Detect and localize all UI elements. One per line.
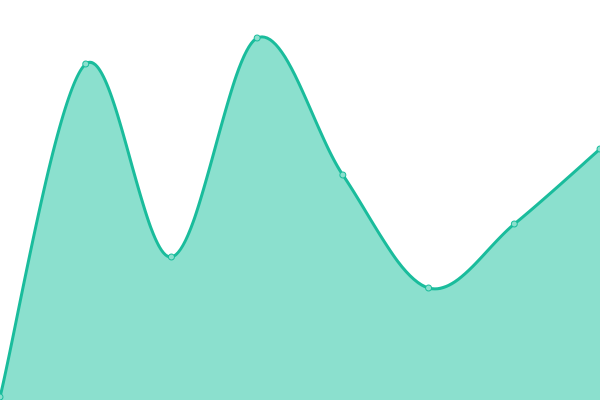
- data-point-5: [425, 284, 433, 292]
- area-fill: [0, 36, 600, 400]
- data-point-7: [596, 145, 600, 153]
- data-point-6: [510, 220, 518, 228]
- data-point-2: [167, 253, 175, 261]
- data-points: [0, 34, 600, 400]
- data-point-3: [253, 34, 261, 42]
- data-point-1: [82, 60, 90, 68]
- data-point-4: [339, 171, 347, 179]
- data-point-0: [0, 393, 4, 400]
